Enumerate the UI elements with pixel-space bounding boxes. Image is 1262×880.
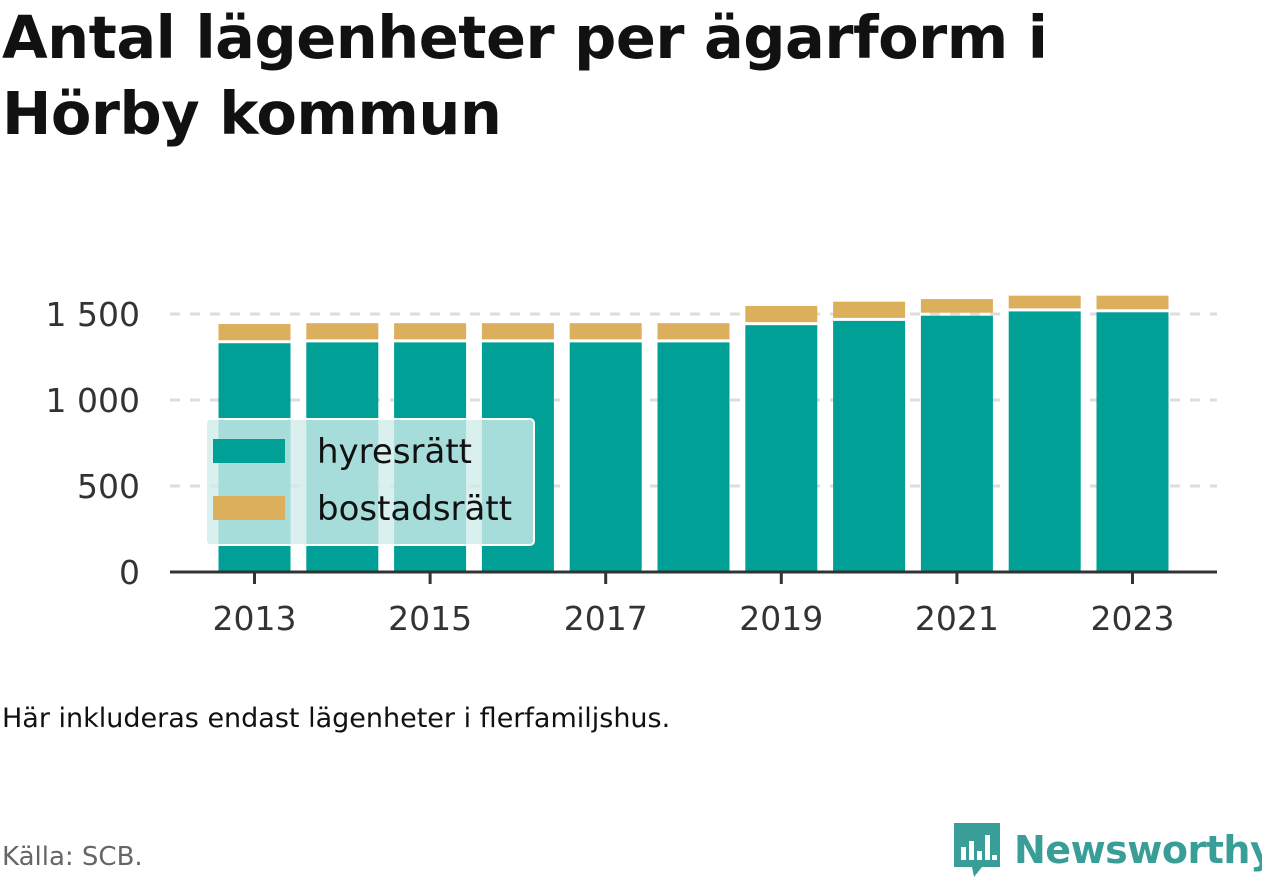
x-tick-label: 2015 <box>388 599 472 638</box>
bar-bostadsratt <box>569 323 642 340</box>
bar-bostadsratt <box>833 301 906 318</box>
y-tick-label: 1 000 <box>46 381 140 420</box>
bar-hyresratt <box>920 315 993 572</box>
bar-bostadsratt <box>657 323 730 340</box>
legend-box <box>205 418 535 546</box>
legend-label: bostadsrätt <box>317 489 512 529</box>
bar-hyresratt <box>1096 312 1169 572</box>
y-tick-label: 500 <box>77 467 140 506</box>
x-tick-label: 2023 <box>1091 599 1175 638</box>
bar-bostadsratt <box>920 299 993 313</box>
chart-note: Här inkluderas endast lägenheter i flerf… <box>2 703 671 734</box>
bar-bostadsratt <box>306 323 379 340</box>
bar-bostadsratt <box>481 323 554 340</box>
bar-bostadsratt <box>394 323 467 340</box>
brand-logo[interactable]: Newsworthy <box>952 820 1262 880</box>
bar-hyresratt <box>1008 311 1081 572</box>
newsworthy-logo-icon <box>954 823 1000 877</box>
y-tick-label: 1 500 <box>46 295 140 334</box>
chart-title: Antal lägenheter per ägarform i Hörby ko… <box>2 3 1048 148</box>
legend: hyresrätt bostadsrätt <box>205 418 535 546</box>
x-axis: 2013 2015 2017 2019 2021 2023 <box>170 570 1217 638</box>
x-tick-label: 2013 <box>213 599 297 638</box>
legend-swatch <box>213 439 285 463</box>
bar-bostadsratt <box>1096 295 1169 310</box>
bar-hyresratt <box>745 325 818 572</box>
bar-bostadsratt <box>745 305 818 323</box>
bar-hyresratt <box>569 342 642 572</box>
x-tick-label: 2017 <box>564 599 648 638</box>
legend-label: hyresrätt <box>317 432 472 472</box>
brand-name: Newsworthy <box>1014 828 1262 872</box>
y-tick-label: 0 <box>119 553 140 592</box>
bar-hyresratt <box>657 342 730 572</box>
bar-hyresratt <box>833 320 906 572</box>
x-tick-label: 2021 <box>915 599 999 638</box>
source-text: Källa: SCB. <box>2 842 143 872</box>
bar-bostadsratt <box>218 324 291 341</box>
bar-bostadsratt <box>1008 295 1081 309</box>
x-tick-label: 2019 <box>739 599 823 638</box>
y-axis-ticks: 0 500 1 000 1 500 <box>46 295 140 592</box>
legend-swatch <box>213 496 285 520</box>
